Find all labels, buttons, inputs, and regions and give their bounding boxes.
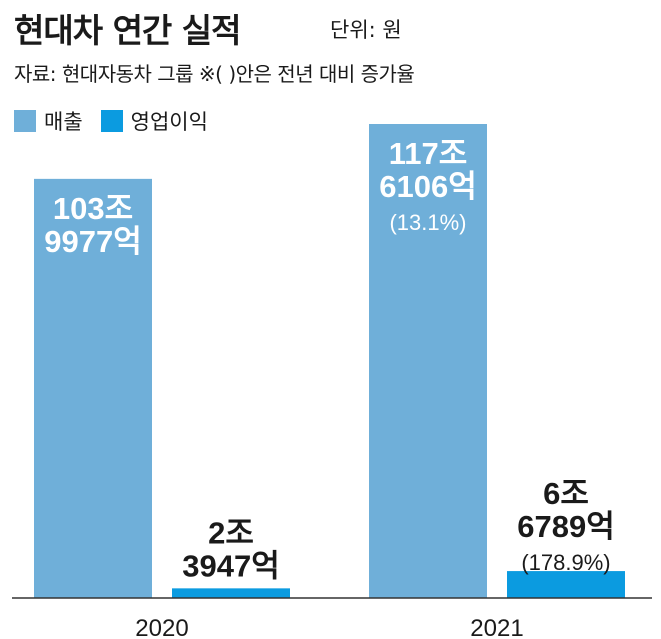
source-note: 자료: 현대자동차 그룹 ※( )안은 전년 대비 증가율	[14, 62, 415, 86]
data-label-revenue-2020-0: 103조	[53, 191, 133, 226]
data-label-revenue-2021-1: 6106억	[379, 169, 476, 204]
legend-swatch-operating-profit	[100, 110, 123, 132]
data-label-operating-profit-2020-1: 3947억	[182, 548, 279, 583]
data-label-revenue-2021-2: (13.1%)	[389, 210, 466, 235]
data-label-operating-profit-2021-1: 6789억	[517, 509, 614, 544]
data-label-operating-profit-2020-0: 2조	[208, 515, 254, 550]
bar-operating-profit-2020	[172, 588, 290, 598]
bar-operating-profit-2021	[507, 571, 625, 598]
bar-revenue-2021	[369, 124, 487, 598]
legend-item-revenue: 매출	[14, 106, 83, 136]
unit-label: 단위: 원	[330, 18, 402, 42]
data-label-operating-profit-2021-2: (178.9%)	[521, 550, 610, 575]
legend-item-operating-profit: 영업이익	[100, 106, 208, 136]
data-label-revenue-2021-0: 117조	[389, 136, 468, 171]
legend-label-revenue: 매출	[44, 110, 83, 134]
x-tick-label-2020: 2020	[135, 615, 188, 639]
legend-swatch-revenue	[14, 110, 36, 132]
x-tick-label-2021: 2021	[470, 615, 523, 639]
data-label-revenue-2020-1: 9977억	[44, 224, 141, 259]
bar-revenue-2020	[34, 178, 152, 598]
chart-title: 현대차 연간 실적	[14, 11, 241, 50]
data-label-operating-profit-2021-0: 6조	[543, 476, 589, 511]
legend-label-operating-profit: 영업이익	[130, 110, 208, 134]
legend: 매출 영업이익	[14, 106, 226, 136]
